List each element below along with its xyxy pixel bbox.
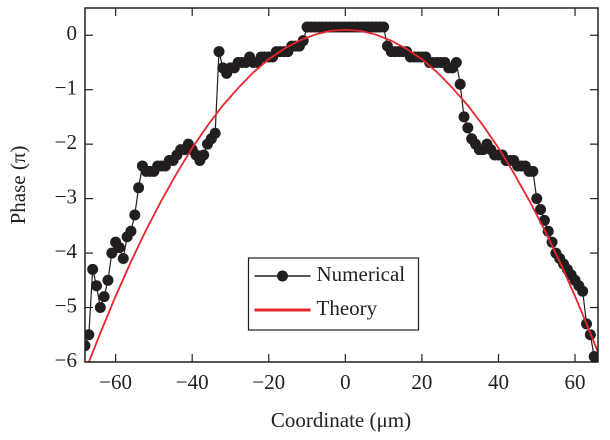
x-tick-label: 60 [565,370,586,394]
data-point [378,21,390,33]
legend-marker [277,270,288,282]
y-tick-label: −3 [55,184,77,208]
data-point [94,302,106,314]
y-tick-label: −1 [55,76,77,100]
series-line [87,28,598,362]
data-point [213,46,225,58]
data-point [87,263,99,275]
data-point [113,242,125,254]
data-point [117,253,129,265]
data-point [542,225,554,237]
data-point [458,111,470,123]
data-point [106,247,118,259]
data-point [531,193,543,205]
y-tick-label: −4 [55,239,78,263]
data-point [450,56,462,68]
data-point [90,280,102,292]
y-tick-label: −5 [55,293,77,317]
plot-frame [84,7,599,363]
data-point [209,127,221,139]
data-point [535,204,547,216]
data-point [85,340,91,352]
data-point [454,78,466,90]
x-tick-label: 40 [488,370,509,394]
x-tick-label: −60 [99,370,132,394]
x-tick-label: −40 [176,370,209,394]
data-point [462,122,474,134]
data-point [133,182,145,194]
x-tick-label: 20 [411,370,432,394]
data-point [102,274,114,286]
y-tick-label: 0 [67,21,78,45]
data-point [98,291,110,303]
data-point [129,209,141,221]
x-tick-label: 0 [340,370,351,394]
data-point [85,329,95,341]
data-point [527,165,539,177]
y-axis-label: Phase (π) [6,146,30,225]
legend-box [247,257,420,331]
plot-area [85,21,598,362]
data-point [125,225,137,237]
x-axis-label: Coordinate (μm) [271,408,411,432]
y-tick-label: −2 [55,130,77,154]
data-point [577,285,589,297]
data-point [592,356,598,362]
y-tick-label: −6 [55,348,77,372]
legend-label: Theory [317,296,378,320]
data-point [198,149,210,161]
x-tick-label: −20 [252,370,285,394]
legend-label: Numerical [317,262,406,286]
